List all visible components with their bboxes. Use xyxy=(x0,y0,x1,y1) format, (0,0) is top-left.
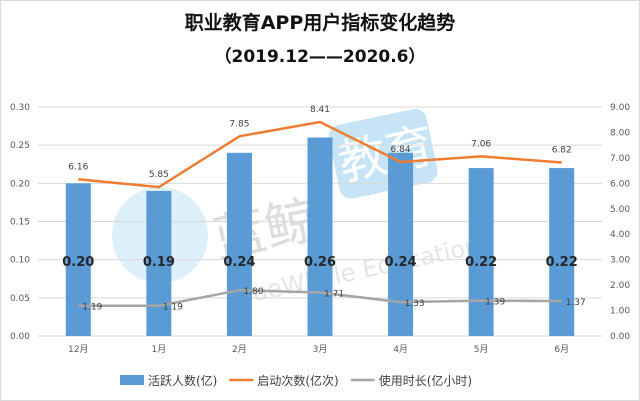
y-right-tick: 0.00 xyxy=(610,332,630,342)
line-label: 1.33 xyxy=(405,299,425,309)
line-label: 8.41 xyxy=(310,105,330,115)
line-label: 1.19 xyxy=(163,303,183,313)
y-right-tick: 7.00 xyxy=(610,154,630,164)
chart-subtitle: （2019.12——2020.6） xyxy=(214,47,426,67)
x-tick: 2月 xyxy=(232,344,247,355)
legend-label: 启动次数(亿次) xyxy=(257,373,338,388)
line-label: 1.80 xyxy=(243,287,263,297)
line-label: 1.71 xyxy=(324,289,344,299)
bar-label: 0.24 xyxy=(385,255,417,270)
x-tick: 6月 xyxy=(554,344,569,355)
bar xyxy=(468,168,494,336)
legend-swatch xyxy=(120,375,144,385)
x-tick: 4月 xyxy=(393,344,408,355)
series-line xyxy=(78,120,562,189)
chart-title: 职业教育APP用户指标变化趋势 xyxy=(184,12,456,34)
y-left-tick: 0.30 xyxy=(10,103,30,113)
y-right-tick: 4.00 xyxy=(610,230,630,240)
bar xyxy=(388,152,414,336)
y-left-tick: 0.20 xyxy=(10,179,30,189)
bar-label: 0.24 xyxy=(223,255,255,270)
y-right-tick: 1.00 xyxy=(610,307,630,317)
line-label: 6.84 xyxy=(391,145,411,155)
bar xyxy=(307,137,333,336)
x-tick: 5月 xyxy=(474,344,489,355)
y-left-tick: 0.00 xyxy=(10,332,30,342)
y-left-tick: 0.15 xyxy=(10,218,30,228)
x-tick: 1月 xyxy=(151,344,166,355)
line-label: 6.82 xyxy=(552,145,572,155)
y-right-tick: 5.00 xyxy=(610,205,630,215)
y-right-tick: 9.00 xyxy=(610,103,630,113)
line-label: 7.06 xyxy=(471,139,491,149)
line-label: 1.39 xyxy=(485,298,505,308)
line-label: 6.16 xyxy=(68,162,88,172)
line-label: 5.85 xyxy=(149,170,169,180)
bar-label: 0.22 xyxy=(546,255,578,270)
legend-label: 活跃人数(亿) xyxy=(148,373,217,388)
legend-label: 使用时长(亿小时) xyxy=(379,373,472,388)
y-left-tick: 0.25 xyxy=(10,141,30,151)
bar-label: 0.22 xyxy=(465,255,497,270)
y-right-tick: 6.00 xyxy=(610,179,630,189)
bar xyxy=(146,190,172,336)
x-tick: 12月 xyxy=(68,344,88,355)
bar xyxy=(65,183,91,336)
bar-label: 0.20 xyxy=(62,255,94,270)
bar-label: 0.19 xyxy=(143,255,175,270)
line-label: 7.85 xyxy=(229,119,249,129)
x-tick: 3月 xyxy=(313,344,328,355)
line-label: 1.19 xyxy=(82,303,102,313)
y-right-tick: 8.00 xyxy=(610,128,630,138)
y-right-tick: 2.00 xyxy=(610,281,630,291)
y-left-tick: 0.10 xyxy=(10,256,30,266)
bar xyxy=(226,152,252,336)
bar-label: 0.26 xyxy=(304,255,336,270)
y-right-tick: 3.00 xyxy=(610,256,630,266)
line-label: 1.37 xyxy=(566,298,586,308)
y-left-tick: 0.05 xyxy=(10,294,30,304)
series-line xyxy=(78,288,562,307)
bar xyxy=(549,168,575,336)
